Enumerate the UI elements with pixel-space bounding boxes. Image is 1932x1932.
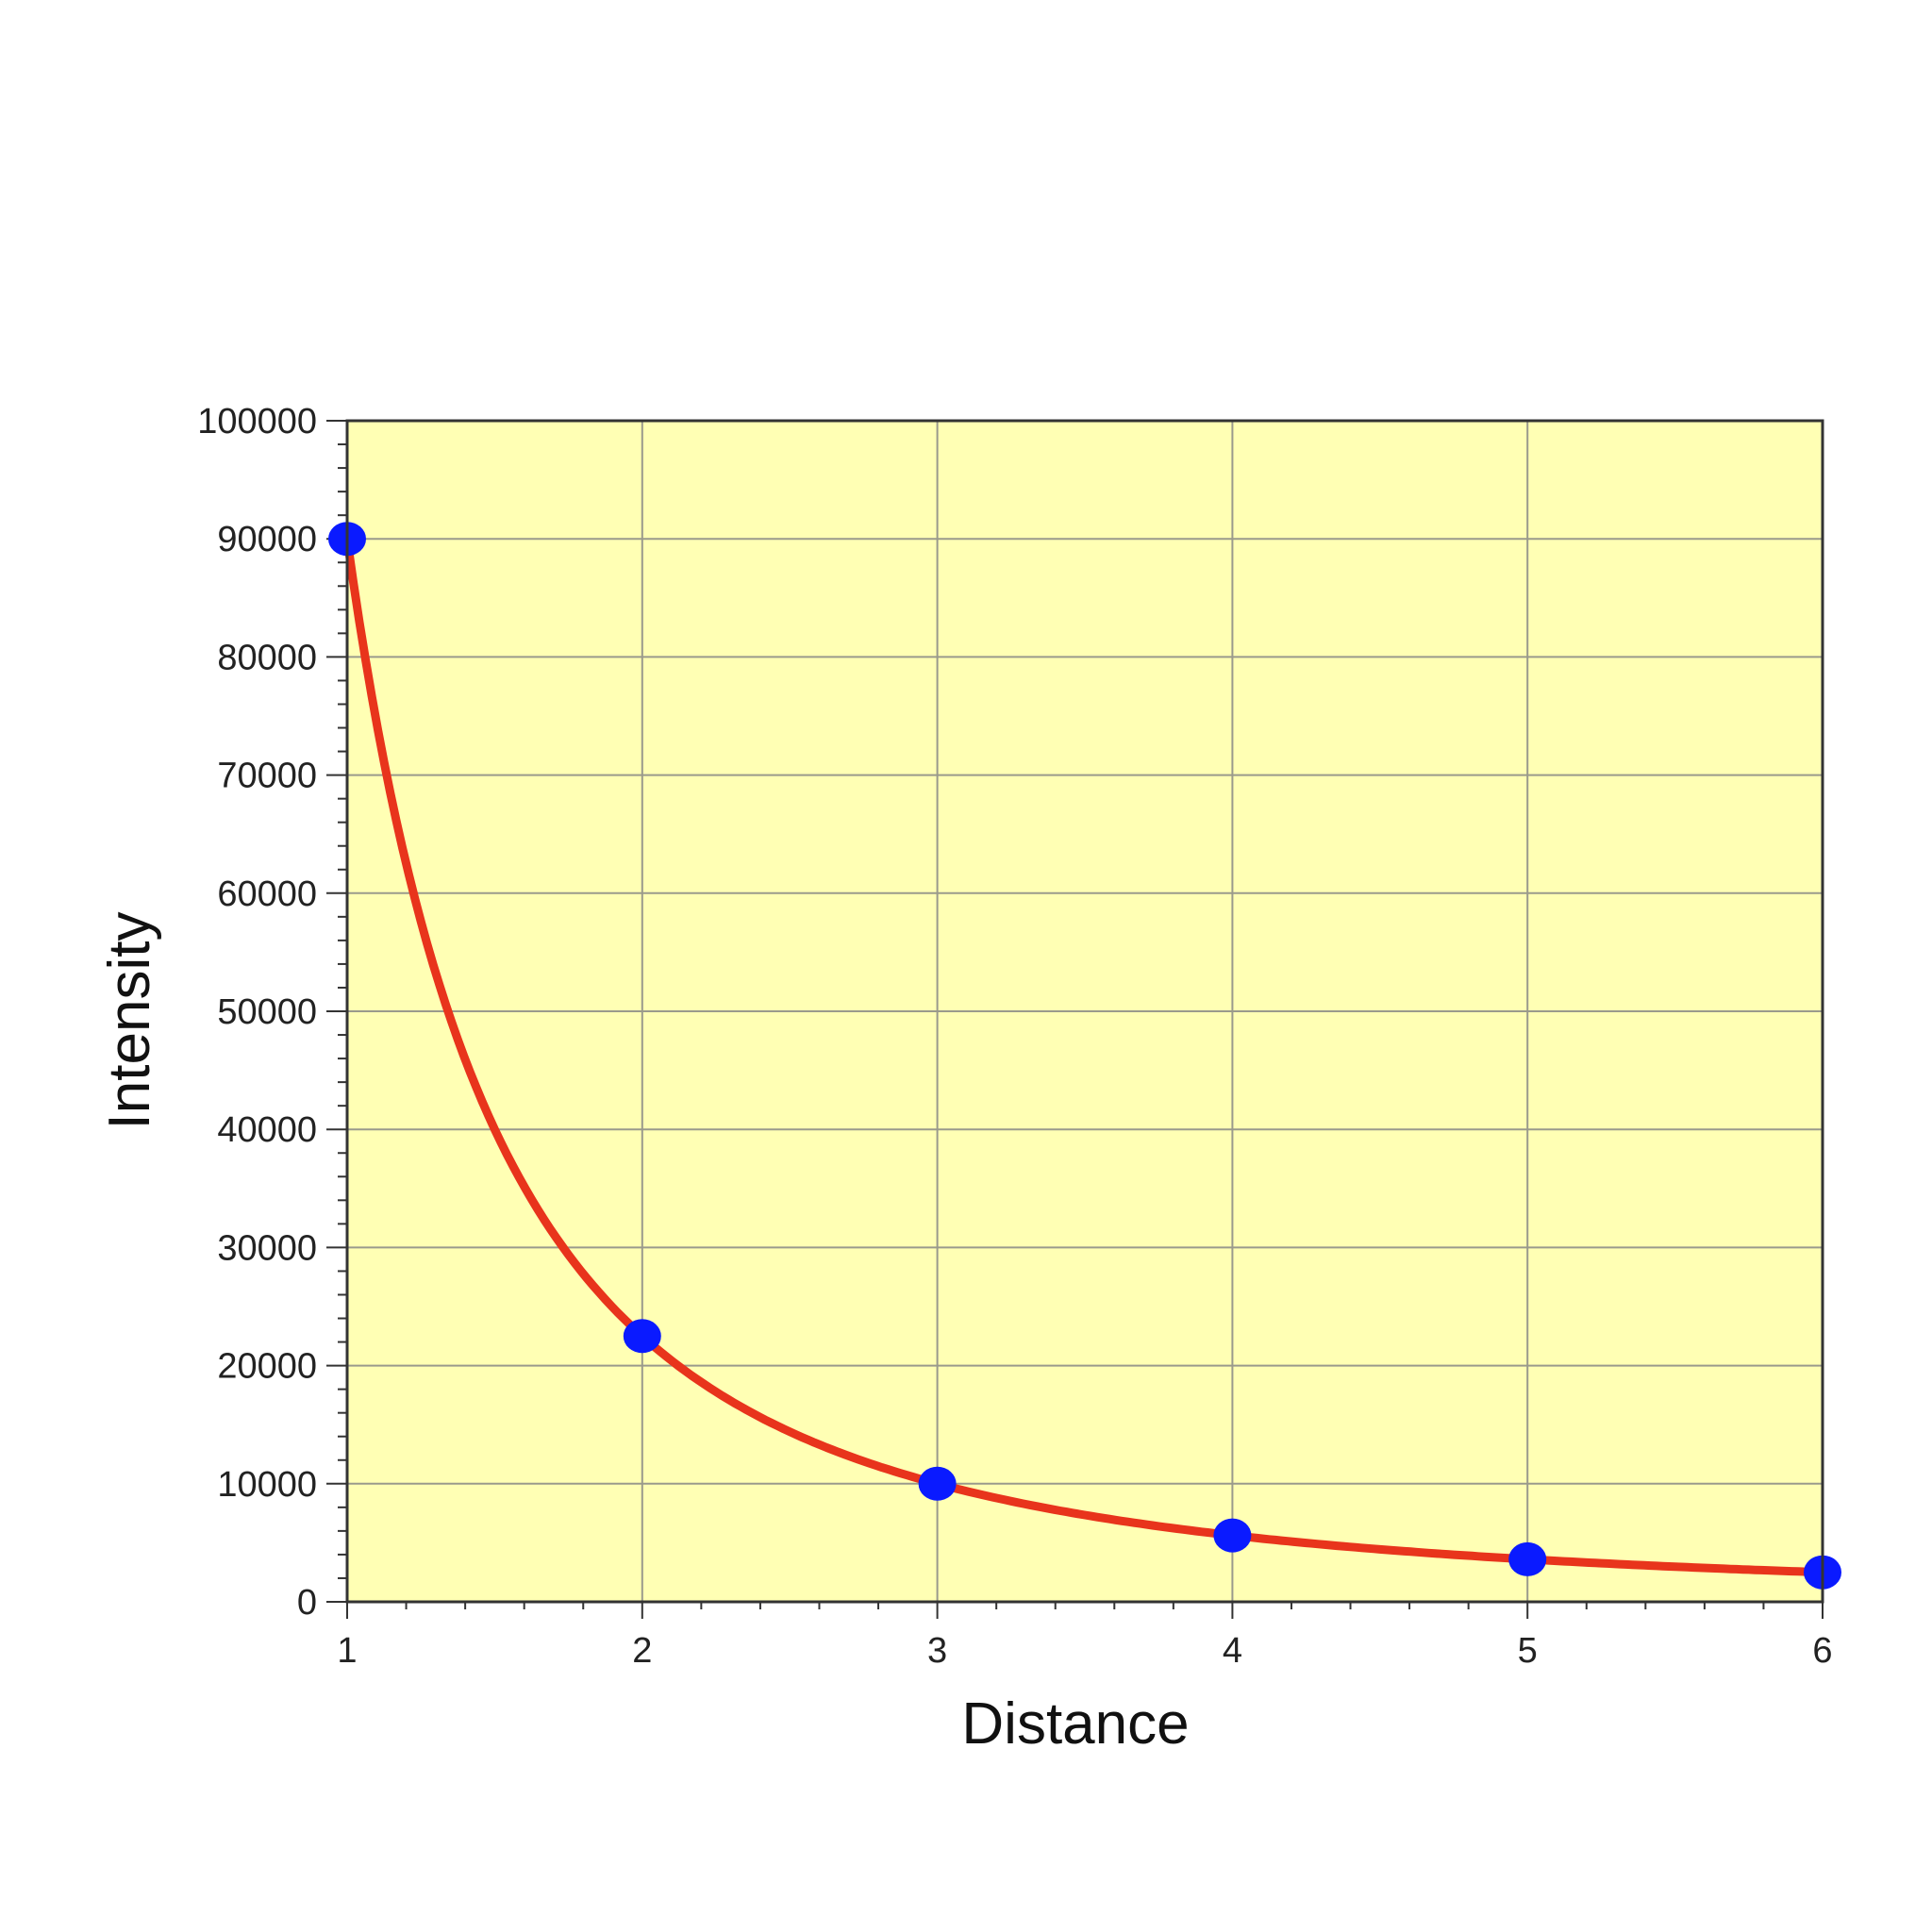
x-tick-label: 6	[1812, 1631, 1832, 1671]
y-tick-labels: 0 10000 20000 30000 40000 50000 60000 70000 8000…	[197, 402, 317, 1623]
x-tick-label: 5	[1518, 1631, 1538, 1671]
y-tick-label: 30000	[217, 1228, 317, 1268]
x-axis-title: Distance	[961, 1691, 1189, 1757]
data-point	[1508, 1541, 1547, 1576]
data-point	[1213, 1518, 1252, 1553]
x-tick-label: 4	[1223, 1631, 1242, 1671]
y-tick-label: 0	[297, 1583, 317, 1623]
minor-ticks	[326, 420, 1824, 1619]
y-tick-label: 40000	[217, 1110, 317, 1150]
y-tick-label: 60000	[217, 874, 317, 914]
y-tick-label: 80000	[217, 638, 317, 677]
x-tick-labels: 1 2 3 4 5 6	[337, 1631, 1832, 1671]
series-curve	[342, 534, 1827, 1577]
x-tick-label: 2	[632, 1631, 652, 1671]
y-tick-label: 20000	[217, 1347, 317, 1387]
grid	[346, 420, 1824, 1603]
y-tick-label: 50000	[217, 992, 317, 1032]
y-tick-label: 70000	[217, 757, 317, 796]
y-tick-label: 90000	[217, 520, 317, 559]
data-point	[918, 1466, 957, 1501]
x-tick-label: 1	[337, 1631, 357, 1671]
y-tick-label: 10000	[217, 1465, 317, 1505]
data-point	[623, 1319, 661, 1354]
x-tick-label: 3	[927, 1631, 947, 1671]
y-axis-title: Intensity	[97, 912, 162, 1130]
plot-frame	[345, 419, 1824, 1604]
y-tick-label: 100000	[197, 402, 317, 441]
